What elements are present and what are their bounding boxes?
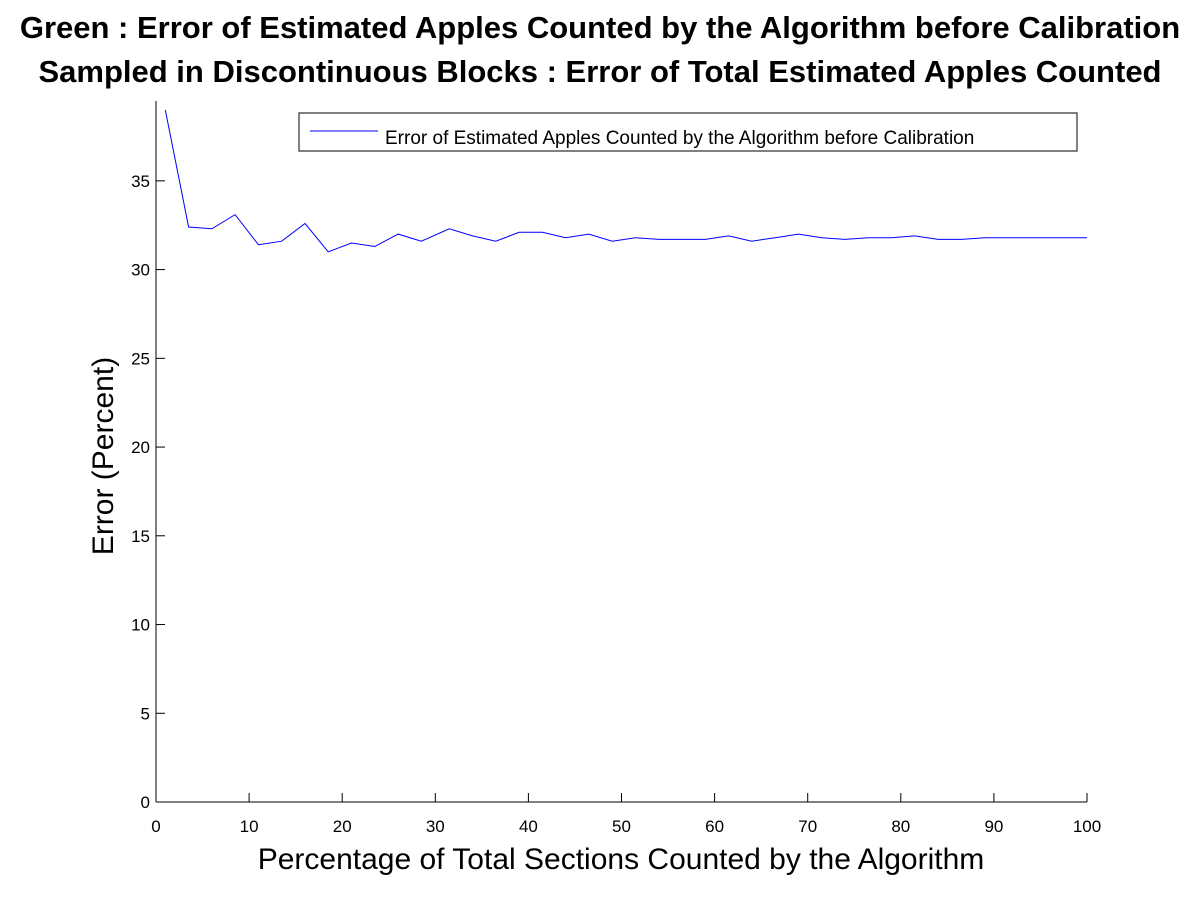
series-line [164, 109, 1087, 253]
y-tick-label: 10 [131, 616, 150, 635]
x-tick-label: 100 [1073, 817, 1101, 836]
x-tick-label: 0 [151, 817, 160, 836]
x-tick-label: 60 [705, 817, 724, 836]
y-axis-label: Error (Percent) [87, 357, 120, 555]
legend-entry-label: Error of Estimated Apples Counted by the… [385, 128, 974, 149]
y-tick-label: 5 [141, 704, 150, 723]
x-axis-label: Percentage of Total Sections Counted by … [258, 843, 985, 876]
y-tick-label: 25 [131, 349, 150, 368]
x-tick-label: 70 [798, 817, 817, 836]
x-tick-label: 90 [984, 817, 1003, 836]
series-lines [164, 109, 1087, 253]
x-tick-label: 30 [426, 817, 445, 836]
y-tick-label: 0 [141, 793, 150, 812]
y-tick-label: 20 [131, 438, 150, 457]
y-tick-label: 35 [131, 172, 150, 191]
legend-box [298, 112, 1078, 152]
x-tick-label: 10 [240, 817, 259, 836]
axes: 0 10 20 30 40 50 60 70 80 90 100 0 5 10 15 20 25 30 35 [131, 101, 1101, 836]
x-tick-label: 40 [519, 817, 538, 836]
x-tick-label: 80 [891, 817, 910, 836]
legend: Error of Estimated Apples Counted by the… [298, 112, 1078, 152]
y-tick-label: 15 [131, 527, 150, 546]
x-tick-label: 50 [612, 817, 631, 836]
chart-title-line-1: Green : Error of Estimated Apples Counte… [20, 10, 1180, 45]
chart-title-line-2: Sampled in Discontinuous Blocks : Error … [38, 54, 1161, 89]
x-tick-label: 20 [333, 817, 352, 836]
y-tick-label: 30 [131, 261, 150, 280]
